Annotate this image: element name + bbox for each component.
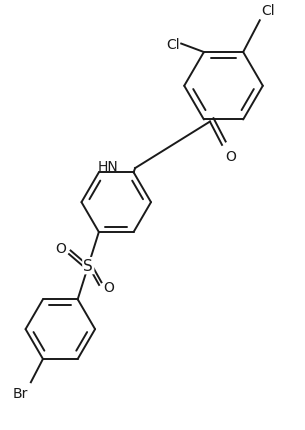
- Text: Cl: Cl: [261, 4, 275, 18]
- Text: Cl: Cl: [166, 37, 180, 52]
- Text: O: O: [55, 242, 66, 256]
- Text: S: S: [83, 258, 93, 273]
- Text: Br: Br: [13, 387, 28, 401]
- Text: O: O: [104, 280, 114, 295]
- Text: HN: HN: [98, 160, 119, 174]
- Text: O: O: [225, 150, 236, 164]
